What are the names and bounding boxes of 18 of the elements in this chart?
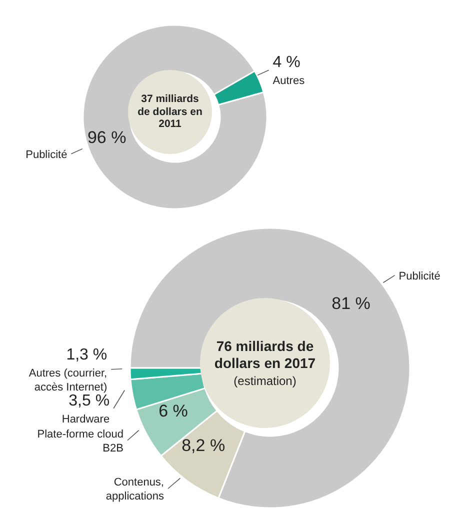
- text: (estimation): [234, 374, 296, 388]
- donut-slice: [82, 24, 268, 210]
- data-label: 1,3 %: [66, 346, 108, 364]
- text: 76 milliards de dollars en 2017: [213, 338, 317, 372]
- data-label: 8,2 %: [182, 436, 226, 456]
- data-label: 96 %: [87, 128, 126, 148]
- slice-label: Plate-forme cloud B2B: [37, 428, 124, 454]
- slice-label: Contenus, applications: [106, 476, 164, 503]
- data-label: 81 %: [332, 294, 370, 314]
- slice-label: Hardware: [62, 413, 110, 426]
- data-label: 4 %: [272, 54, 300, 72]
- slice-label: Publicité: [26, 148, 68, 161]
- data-label: 6 %: [158, 401, 188, 420]
- slice-label: Autres: [272, 75, 306, 88]
- text: 37 milliards de dollars en 2011: [136, 93, 204, 131]
- slice-label: Publicité: [398, 270, 440, 282]
- slice-label: Autres (courrier, accès Internet): [28, 367, 108, 394]
- data-label: 3,5 %: [68, 392, 110, 410]
